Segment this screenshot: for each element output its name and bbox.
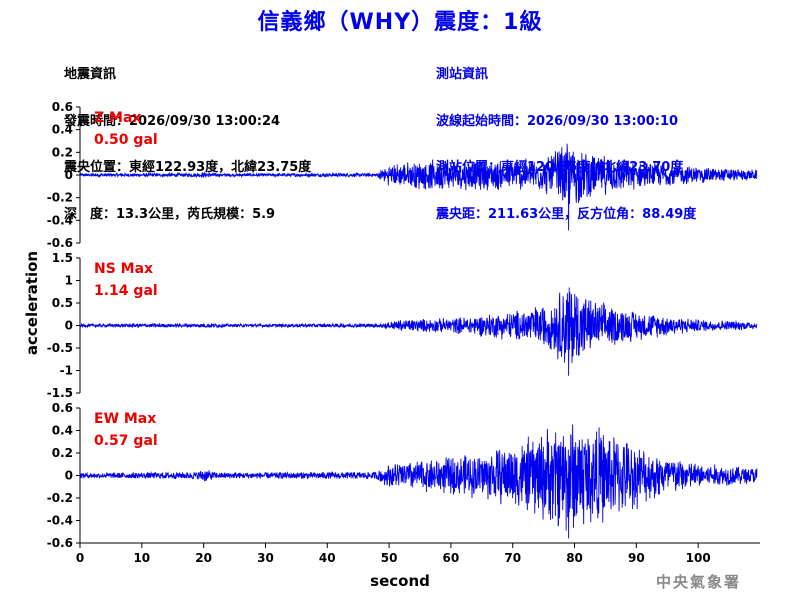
x-tick-label: 100 (686, 551, 711, 565)
earthquake-depth-magnitude: 深 度：13.3公里，芮氏規模：5.9 (64, 206, 276, 222)
max-value: 1.14 gal (94, 283, 158, 299)
y-tick-label: 0.2 (52, 446, 73, 460)
y-tick-label: -0.4 (47, 514, 73, 528)
y-tick-label: 1.5 (52, 251, 73, 265)
x-tick-label: 90 (628, 551, 645, 565)
max-value: 0.50 gal (94, 132, 158, 148)
earthquake-info-heading: 地震資訊 (64, 67, 117, 82)
waveform-trace (79, 424, 758, 539)
y-tick-label: -0.6 (47, 536, 73, 550)
y-tick-label: 0.6 (52, 401, 73, 415)
max-label: EW Max (94, 411, 156, 427)
y-tick-label: 0 (65, 168, 73, 182)
x-tick-label: 40 (319, 551, 336, 565)
x-tick-label: 60 (443, 551, 460, 565)
y-tick-label: -1.5 (47, 386, 73, 400)
y-tick-label: -0.6 (47, 236, 73, 250)
y-tick-label: -0.4 (47, 213, 73, 227)
y-tick-label: 0.2 (52, 145, 73, 159)
panel-ew: 0.6 0.4 0.2 0 -0.2 -0.4 -0.6 EW Max 0.57 gal (47, 401, 758, 550)
chart-title: 信義鄉（WHY）震度：1級 (257, 10, 543, 35)
y-tick-label: -0.2 (47, 191, 73, 205)
y-tick-label: -1 (60, 364, 73, 378)
panel-ns: 1.5 1 0.5 0 -0.5 -1 -1.5 NS Max 1.14 gal (47, 251, 758, 400)
earthquake-time: 發震時間：2026/09/30 13:00:24 (64, 113, 281, 129)
panel-z: 0.6 0.4 0.2 0 -0.2 -0.4 -0.6 Z Max 0.50 gal (47, 100, 758, 250)
epicentral-distance: 震央距：211.63公里，反方位角：88.49度 (436, 206, 697, 222)
x-axis-title: second (370, 572, 430, 590)
max-label: NS Max (94, 261, 153, 277)
y-tick-label: 0.5 (52, 296, 73, 310)
agency-credit: 中央氣象署 (656, 573, 742, 591)
earthquake-info: 地震資訊 發震時間：2026/09/30 13:00:24 震央位置：東經122… (64, 36, 311, 238)
x-tick-label: 10 (133, 551, 150, 565)
y-tick-label: 0 (65, 319, 73, 333)
x-tick-label: 80 (566, 551, 583, 565)
x-tick-label: 20 (195, 551, 212, 565)
y-tick-label: -0.5 (47, 341, 73, 355)
y-axis-title: acceleration (23, 251, 41, 355)
station-info-heading: 測站資訊 (436, 67, 489, 82)
x-tick-label: 30 (257, 551, 274, 565)
x-tick-label: 50 (381, 551, 398, 565)
y-tick-label: 0.4 (52, 424, 73, 438)
y-tick-label: 1 (65, 274, 73, 288)
x-tick-label: 0 (76, 551, 84, 565)
y-tick-label: 0.6 (52, 100, 73, 114)
waveform-trace (79, 287, 758, 376)
waveform-trace (79, 143, 758, 231)
y-tick-label: -0.2 (47, 491, 73, 505)
waveform-start-time: 波線起始時間：2026/09/30 13:00:10 (436, 113, 679, 129)
max-value: 0.57 gal (94, 433, 158, 449)
y-tick-label: 0 (65, 469, 73, 483)
x-tick-label: 70 (504, 551, 521, 565)
max-label: Z Max (94, 110, 141, 126)
y-tick-label: 0.4 (52, 123, 73, 137)
earthquake-epicenter: 震央位置：東經122.93度，北緯23.75度 (64, 160, 312, 175)
